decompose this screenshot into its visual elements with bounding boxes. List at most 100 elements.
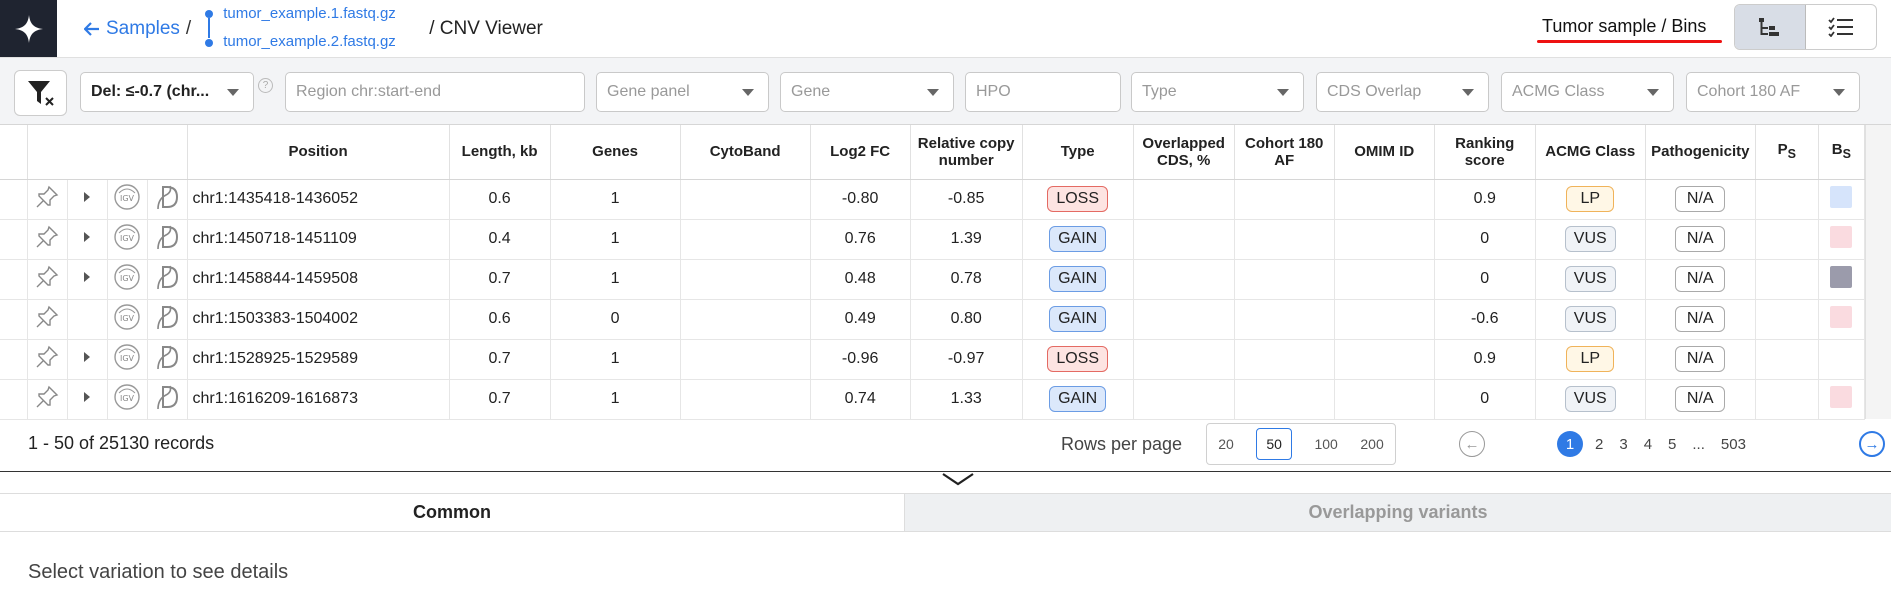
tab-overlapping-variants[interactable]: Overlapping variants bbox=[904, 494, 1891, 531]
acmg-badge[interactable]: VUS bbox=[1564, 386, 1616, 412]
cds-overlap-select[interactable]: CDS Overlap bbox=[1316, 72, 1489, 112]
page-number[interactable]: 503 bbox=[1720, 435, 1746, 453]
igv-button[interactable]: IGV bbox=[107, 219, 148, 260]
cell-position[interactable]: chr1:1616209-1616873 bbox=[187, 379, 450, 420]
col-length[interactable]: Length, kb bbox=[449, 125, 551, 180]
acmg-badge[interactable]: VUS bbox=[1564, 226, 1616, 252]
decipher-button[interactable] bbox=[147, 379, 188, 420]
col-omim[interactable]: OMIM ID bbox=[1334, 125, 1435, 180]
tree-view-button[interactable] bbox=[1735, 5, 1806, 49]
gene-select[interactable]: Gene bbox=[780, 72, 954, 112]
table-scrollbar[interactable] bbox=[1865, 125, 1891, 419]
cds-overlap-label: CDS Overlap bbox=[1327, 83, 1422, 100]
back-link-label[interactable]: Samples bbox=[106, 17, 180, 39]
decipher-button[interactable] bbox=[147, 219, 188, 260]
pin-button[interactable] bbox=[27, 379, 68, 420]
table-row[interactable]: IGV chr1:1503383-1504002 0.6 0 0.49 0.80 GAIN -… bbox=[0, 299, 1866, 340]
cell-position[interactable]: chr1:1503383-1504002 bbox=[187, 299, 450, 340]
expand-button[interactable] bbox=[67, 339, 108, 380]
acmg-badge[interactable]: VUS bbox=[1564, 266, 1616, 292]
file-link-2[interactable]: tumor_example.2.fastq.gz bbox=[223, 33, 396, 50]
acmg-badge[interactable]: LP bbox=[1566, 186, 1615, 212]
table-row[interactable]: IGV chr1:1458844-1459508 0.7 1 0.48 0.78 GAIN 0… bbox=[0, 259, 1866, 300]
rpp-option[interactable]: 200 bbox=[1360, 436, 1384, 452]
page-number[interactable]: 1 bbox=[1557, 431, 1583, 457]
acmg-badge[interactable]: VUS bbox=[1564, 306, 1616, 332]
rpp-option[interactable]: 20 bbox=[1218, 436, 1234, 452]
tab-common[interactable]: Common bbox=[0, 494, 904, 531]
file-link-1[interactable]: tumor_example.1.fastq.gz bbox=[223, 5, 396, 22]
expand-button[interactable] bbox=[67, 259, 108, 300]
cell-bs bbox=[1818, 379, 1866, 420]
col-pathogenicity[interactable]: Pathogenicity bbox=[1645, 125, 1756, 180]
decipher-button[interactable] bbox=[147, 179, 188, 220]
chevron-down-icon[interactable] bbox=[940, 470, 976, 488]
pin-button[interactable] bbox=[27, 179, 68, 220]
cell-position[interactable]: chr1:1528925-1529589 bbox=[187, 339, 450, 380]
page-number[interactable]: 2 bbox=[1595, 435, 1604, 453]
pathogenicity-badge[interactable]: N/A bbox=[1675, 346, 1726, 372]
back-to-samples-link[interactable]: Samples bbox=[84, 18, 180, 40]
page-number[interactable]: 3 bbox=[1619, 435, 1628, 453]
col-genes[interactable]: Genes bbox=[550, 125, 681, 180]
type-select[interactable]: Type bbox=[1131, 72, 1304, 112]
cohort-af-select[interactable]: Cohort 180 AF bbox=[1686, 72, 1860, 112]
prev-page-button[interactable]: ← bbox=[1459, 431, 1485, 457]
igv-button[interactable]: IGV bbox=[107, 259, 148, 300]
expand-button[interactable] bbox=[67, 179, 108, 220]
list-view-button[interactable] bbox=[1806, 5, 1876, 49]
cell-position[interactable]: chr1:1450718-1451109 bbox=[187, 219, 450, 260]
igv-button[interactable]: IGV bbox=[107, 299, 148, 340]
region-input[interactable]: Region chr:start-end bbox=[285, 72, 585, 112]
expand-button[interactable] bbox=[67, 379, 108, 420]
col-ps[interactable]: PS bbox=[1755, 125, 1819, 180]
decipher-button[interactable] bbox=[147, 259, 188, 300]
hpo-input[interactable]: HPO bbox=[965, 72, 1121, 112]
caret-right-icon bbox=[83, 350, 91, 367]
deletion-filter-select[interactable]: Del: ≤-0.7 (chr... bbox=[80, 72, 254, 112]
table-row[interactable]: IGV chr1:1450718-1451109 0.4 1 0.76 1.39 GAIN 0… bbox=[0, 219, 1866, 260]
page-number[interactable]: 5 bbox=[1668, 435, 1677, 453]
col-cytoband[interactable]: CytoBand bbox=[680, 125, 811, 180]
col-log2fc[interactable]: Log2 FC bbox=[810, 125, 911, 180]
expand-button[interactable] bbox=[67, 219, 108, 260]
col-cohort[interactable]: Cohort 180 AF bbox=[1234, 125, 1335, 180]
table-row[interactable]: IGV chr1:1435418-1436052 0.6 1 -0.80 -0.85 LOS… bbox=[0, 179, 1866, 220]
cell-position[interactable]: chr1:1435418-1436052 bbox=[187, 179, 450, 220]
help-icon[interactable]: ? bbox=[258, 78, 273, 93]
col-score[interactable]: Ranking score bbox=[1434, 125, 1536, 180]
pin-button[interactable] bbox=[27, 299, 68, 340]
igv-button[interactable]: IGV bbox=[107, 179, 148, 220]
page-number[interactable]: 4 bbox=[1643, 435, 1653, 453]
next-page-button[interactable]: → bbox=[1859, 431, 1885, 457]
pin-button[interactable] bbox=[27, 259, 68, 300]
rpp-option[interactable]: 50 bbox=[1256, 428, 1292, 460]
rpp-option[interactable]: 100 bbox=[1314, 436, 1338, 452]
app-logo[interactable] bbox=[0, 0, 57, 57]
cell-position[interactable]: chr1:1458844-1459508 bbox=[187, 259, 450, 300]
decipher-button[interactable] bbox=[147, 339, 188, 380]
pathogenicity-badge[interactable]: N/A bbox=[1675, 306, 1726, 332]
col-rcn[interactable]: Relative copy number bbox=[910, 125, 1023, 180]
pin-button[interactable] bbox=[27, 339, 68, 380]
igv-button[interactable]: IGV bbox=[107, 379, 148, 420]
clear-filters-button[interactable] bbox=[14, 70, 67, 116]
col-cds[interactable]: Overlapped CDS, % bbox=[1133, 125, 1235, 180]
acmg-badge[interactable]: LP bbox=[1566, 346, 1615, 372]
table-row[interactable]: IGV chr1:1616209-1616873 0.7 1 0.74 1.33 GAIN 0… bbox=[0, 379, 1866, 420]
pathogenicity-badge[interactable]: N/A bbox=[1675, 226, 1726, 252]
pathogenicity-badge[interactable]: N/A bbox=[1675, 266, 1726, 292]
table-row[interactable]: IGV chr1:1528925-1529589 0.7 1 -0.96 -0.97 LOS… bbox=[0, 339, 1866, 380]
col-acmg[interactable]: ACMG Class bbox=[1535, 125, 1646, 180]
pin-button[interactable] bbox=[27, 219, 68, 260]
col-position[interactable]: Position bbox=[187, 125, 450, 180]
acmg-class-select[interactable]: ACMG Class bbox=[1501, 72, 1674, 112]
col-type[interactable]: Type bbox=[1022, 125, 1134, 180]
col-bs[interactable]: BS bbox=[1818, 125, 1866, 180]
decipher-button[interactable] bbox=[147, 299, 188, 340]
igv-button[interactable]: IGV bbox=[107, 339, 148, 380]
pathogenicity-badge[interactable]: N/A bbox=[1675, 386, 1726, 412]
pathogenicity-badge[interactable]: N/A bbox=[1675, 186, 1726, 212]
gene-panel-select[interactable]: Gene panel bbox=[596, 72, 769, 112]
gene-label: Gene bbox=[791, 83, 831, 100]
